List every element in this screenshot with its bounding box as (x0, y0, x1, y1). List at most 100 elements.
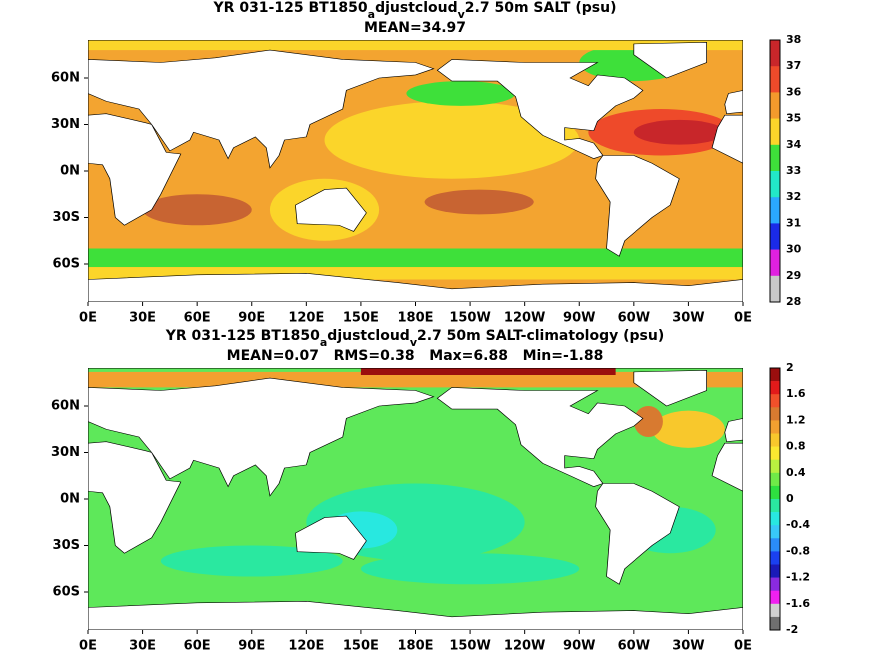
colorbar-segment (770, 538, 780, 552)
colorbar-frame (769, 367, 781, 631)
colorbar-segment (770, 223, 780, 250)
colorbar-segment (770, 420, 780, 434)
colorbar-label: -1.2 (786, 571, 810, 584)
colorbar-segment (770, 66, 780, 93)
title-part: 2.7 50m SALT (psu) (465, 0, 617, 16)
colorbar-label: 36 (786, 85, 802, 98)
colorbar-segment (770, 564, 780, 578)
x-tick-label: 90W (563, 311, 595, 326)
title-part: YR 031-125 BT1850 (165, 328, 320, 344)
x-tick-label: 120E (288, 311, 324, 326)
x-tick-label: 30W (672, 639, 704, 654)
panel-subtitle: MEAN=0.07 RMS=0.38 Max=6.88 Min=-1.88 (227, 348, 604, 364)
colorbar-segment (770, 525, 780, 539)
colorbar-segment (770, 603, 780, 618)
title-part: YR 031-125 BT1850 (213, 0, 368, 16)
x-tick-label: 0E (734, 311, 752, 326)
y-tick-label: 30N (51, 117, 80, 132)
colorbar-segment (770, 433, 780, 447)
colorbar-label: 0.8 (786, 440, 806, 453)
colorbar-label: -0.8 (786, 544, 810, 557)
colorbar-segment (770, 590, 780, 605)
colorbar-label: 0 (786, 492, 794, 505)
colorbar-label: 34 (786, 138, 802, 151)
colorbar-label: 35 (786, 112, 801, 125)
x-tick-label: 30E (129, 639, 156, 654)
colorbar-segment (770, 472, 780, 487)
colorbar-label: 37 (786, 59, 801, 72)
y-tick-label: 30N (51, 445, 80, 460)
x-tick-label: 0E (734, 639, 752, 654)
title-subscript: a (368, 8, 375, 21)
x-tick-label: 150E (343, 639, 379, 654)
panel-title: YR 031-125 BT1850adjustcloudv2.7 50m SAL… (213, 0, 617, 21)
colorbar-segment (770, 577, 780, 591)
x-tick-label: 90E (238, 311, 265, 326)
colorbar-label: 30 (786, 243, 802, 256)
salt-map (88, 40, 743, 302)
colorbar-segment (770, 118, 780, 146)
y-tick-label: 60S (53, 257, 80, 272)
colorbar-segment (770, 551, 780, 565)
colorbar-segment (770, 446, 780, 460)
y-tick-label: 30S (53, 538, 80, 553)
colorbar-segment (770, 144, 780, 172)
colorbar-label: 29 (786, 269, 801, 282)
y-tick-label: 60N (51, 71, 80, 86)
title-part: djustcloud (375, 0, 458, 16)
anomaly-map (88, 368, 743, 630)
x-tick-label: 60E (184, 311, 211, 326)
colorbar-segment (770, 394, 780, 408)
colorbar-segment (770, 616, 780, 631)
colorbar-label: 38 (786, 33, 801, 46)
colorbar-segment (770, 171, 780, 198)
colorbar-label: -0.4 (786, 518, 810, 531)
title-subscript: v (458, 8, 466, 21)
x-tick-label: 60W (618, 311, 650, 326)
colorbar-label: 1.6 (786, 387, 806, 400)
title-subscript: v (410, 336, 418, 349)
x-tick-label: 150E (343, 311, 379, 326)
x-tick-label: 150W (449, 639, 490, 654)
colorbar-label: -2 (786, 623, 798, 636)
colorbar-segment (770, 459, 780, 474)
colorbar-segment (770, 407, 780, 421)
colorbar-label: 33 (786, 164, 801, 177)
panel-title: YR 031-125 BT1850adjustcloudv2.7 50m SAL… (165, 328, 665, 349)
y-tick-label: 30S (53, 210, 80, 225)
x-tick-label: 90W (563, 639, 595, 654)
colorbar-segment (770, 381, 780, 395)
colorbar-label: -1.6 (786, 597, 810, 610)
x-tick-label: 120W (504, 311, 545, 326)
x-tick-label: 120E (288, 639, 324, 654)
y-tick-label: 60N (51, 399, 80, 414)
title-part: 2.7 50m SALT-climatology (psu) (417, 328, 664, 344)
y-tick-label: 0N (60, 164, 80, 179)
x-tick-label: 60E (184, 639, 211, 654)
colorbar-segment (770, 499, 780, 513)
colorbar-segment (770, 40, 780, 67)
x-tick-label: 0E (79, 311, 97, 326)
x-tick-label: 0E (79, 639, 97, 654)
x-tick-label: 150W (449, 311, 490, 326)
colorbar-segment (770, 249, 780, 277)
colorbar-label: 2 (786, 361, 794, 374)
colorbar-segment (770, 512, 780, 526)
colorbar-label: 32 (786, 190, 801, 203)
colorbar-label: 0.4 (786, 466, 806, 479)
panel-subtitle: MEAN=34.97 (364, 20, 466, 36)
x-tick-label: 180E (397, 639, 433, 654)
y-tick-label: 60S (53, 585, 80, 600)
x-tick-label: 120W (504, 639, 545, 654)
title-part: djustcloud (327, 328, 410, 344)
colorbar-label: 31 (786, 216, 801, 229)
colorbar-segment (770, 368, 780, 382)
x-tick-label: 30W (672, 311, 704, 326)
x-tick-label: 180E (397, 311, 433, 326)
x-tick-label: 30E (129, 311, 156, 326)
x-tick-label: 60W (618, 639, 650, 654)
colorbar-frame (769, 39, 781, 303)
colorbar-segment (770, 485, 780, 500)
